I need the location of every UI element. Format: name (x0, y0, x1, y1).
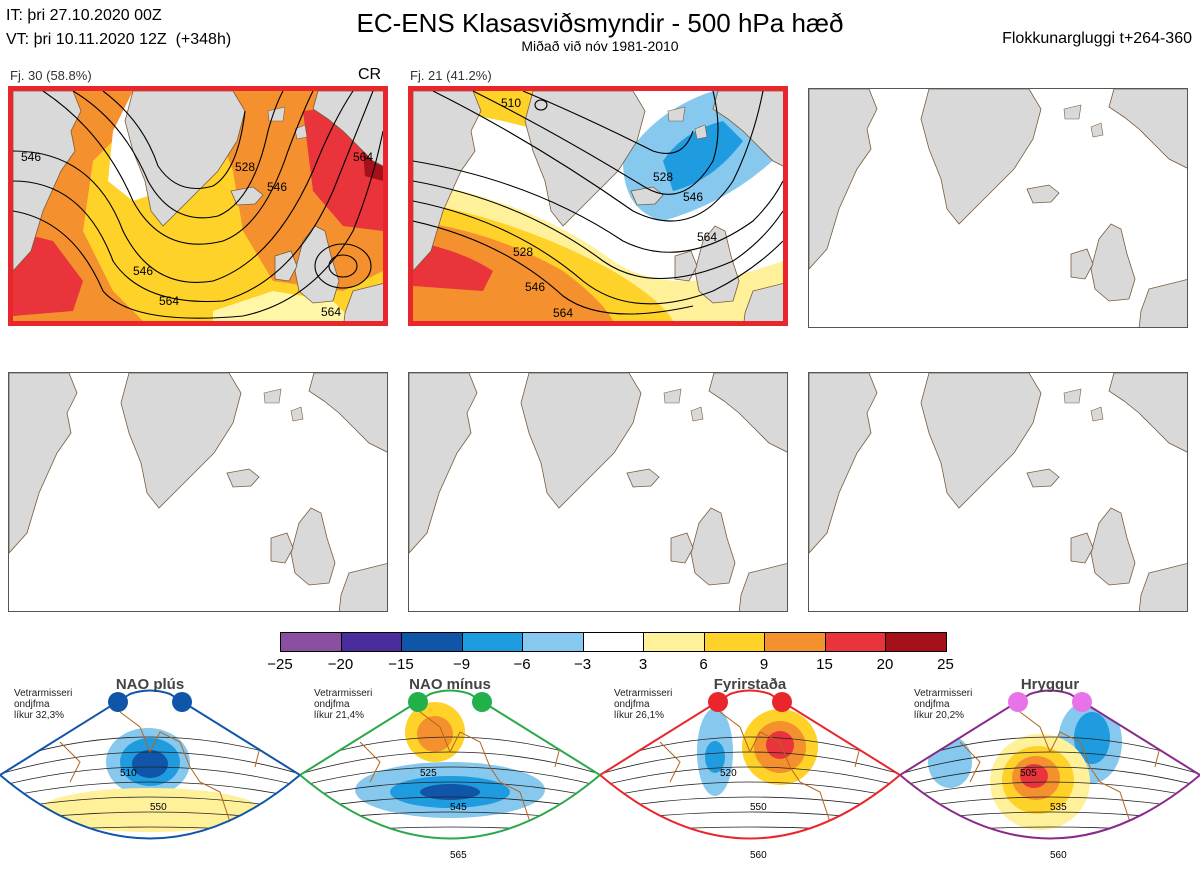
cluster-map-2: 510 528 546 528 546 564 564 (413, 91, 783, 321)
contour-label: 546 (525, 280, 545, 294)
regime-title: Fyrirstaða (713, 676, 787, 693)
contour-label: 564 (553, 306, 573, 320)
colorbar-tick: 15 (816, 656, 833, 673)
regime-contour-label: 550 (150, 802, 167, 813)
regime-map: 510 550 (0, 689, 300, 840)
regime-note: Vetrarmisseri ondjfma líkur 20,2% (914, 688, 973, 721)
colorbar-tick: 20 (876, 656, 894, 673)
regime-map: 525 545 565 (300, 689, 600, 861)
regime-contour-label: 545 (450, 802, 467, 813)
colorbar-cell (703, 632, 765, 652)
regime-dot (1008, 692, 1028, 712)
regime-contour-label: 525 (420, 768, 437, 779)
contour-label: 564 (159, 294, 179, 308)
init-time: IT: þri 27.10.2020 00Z (6, 7, 162, 24)
regime-dot (108, 692, 128, 712)
contour-label: 546 (21, 150, 41, 164)
colorbar-cell (643, 632, 705, 652)
colorbar-cell (582, 632, 644, 652)
panel-1-tag: CR (358, 66, 382, 83)
cluster-panel-4[interactable] (8, 372, 388, 612)
colorbar-tick: −9 (452, 656, 471, 673)
regime-dot (408, 692, 428, 712)
colorbar-tick: 3 (638, 656, 648, 673)
classification-window: Flokkunargluggi t+264-360 (1002, 30, 1192, 47)
regime-map: 505 535 560 (900, 689, 1200, 861)
cluster-panel-2[interactable]: 510 528 546 528 546 564 564 (408, 86, 788, 326)
regime-dot (1072, 692, 1092, 712)
valid-time: VT: þri 10.11.2020 12Z (+348h) (6, 31, 232, 48)
regime-dot (172, 692, 192, 712)
regime-contour-label: 510 (120, 768, 137, 779)
regime-contour-label: 560 (1050, 850, 1067, 861)
colorbar-tick: −6 (513, 656, 531, 673)
regime-dot (472, 692, 492, 712)
regime-contour-label: 560 (750, 850, 767, 861)
panel-1-label: Fj. 30 (58.8%) (10, 68, 92, 83)
colorbar-cell (340, 632, 402, 652)
page-title: EC-ENS Klasasviðsmyndir - 500 hPa hæð (356, 8, 844, 38)
regime-note: Vetrarmisseri ondjfma líkur 21,4% (314, 688, 373, 721)
colorbar-tick: −15 (388, 656, 414, 673)
regime-contour-label: 520 (720, 768, 737, 779)
cluster-map-1: 546 528 546 546 564 564 564 (13, 91, 383, 321)
contour-label: 528 (235, 160, 255, 174)
regime-note: Vetrarmisseri ondjfma líkur 26,1% (614, 688, 673, 721)
empty-map (409, 373, 787, 611)
contour-label: 546 (267, 180, 287, 194)
contour-label: 510 (501, 96, 521, 110)
regime-contour-label: 550 (750, 802, 767, 813)
regime-contour-label: 505 (1020, 768, 1037, 779)
colorbar-cell (764, 632, 826, 652)
cluster-panel-3[interactable] (808, 88, 1188, 328)
regime-title: NAO mínus (409, 676, 491, 693)
contour-label: 528 (653, 170, 673, 184)
colorbar-tick: −20 (327, 656, 354, 673)
cluster-panel-6[interactable] (808, 372, 1188, 612)
regime-title: NAO plús (115, 676, 185, 693)
regime-note: Vetrarmisseri ondjfma líkur 32,3% (14, 688, 73, 721)
empty-map (9, 373, 387, 611)
regime-contour-label: 565 (450, 850, 467, 861)
cluster-panel-1[interactable]: 546 528 546 546 564 564 564 (8, 86, 388, 326)
colorbar-cell (401, 632, 463, 652)
colorbar-cell (885, 632, 947, 652)
colorbar-cell (824, 632, 886, 652)
contour-label: 546 (133, 264, 153, 278)
colorbar-tick: 9 (759, 656, 769, 673)
regime-map: 520 550 560 (600, 689, 900, 861)
empty-map (809, 89, 1187, 327)
colorbar-cell (280, 632, 342, 652)
colorbar-tick: −25 (267, 656, 293, 673)
colorbar-tick: 25 (937, 656, 954, 673)
regime-title: Hryggur (1020, 676, 1080, 693)
contour-label: 564 (697, 230, 717, 244)
regime-dot (708, 692, 728, 712)
page-subtitle: Miðað við nóv 1981-2010 (521, 38, 679, 54)
panel-2-label: Fj. 21 (41.2%) (410, 68, 492, 83)
empty-map (809, 373, 1187, 611)
contour-label: 528 (513, 245, 533, 259)
regime-contour-label: 535 (1050, 802, 1067, 813)
contour-label: 546 (683, 190, 703, 204)
colorbar-tick: −3 (573, 656, 592, 673)
contour-label: 564 (321, 305, 341, 319)
regime-dot (772, 692, 792, 712)
contour-label: 564 (353, 150, 373, 164)
colorbar-tick: 6 (699, 656, 708, 673)
colorbar-cell (522, 632, 584, 652)
colorbar-cell (461, 632, 523, 652)
cluster-panel-5[interactable] (408, 372, 788, 612)
